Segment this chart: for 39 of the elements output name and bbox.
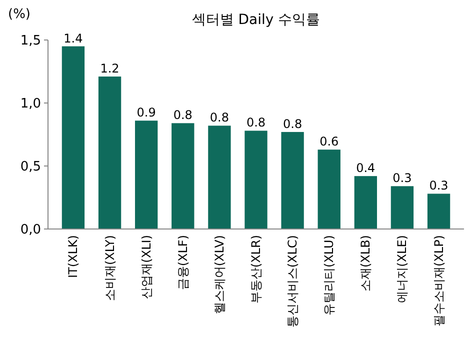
bar <box>172 123 194 229</box>
y-tick-label: 1,5 <box>20 34 41 49</box>
data-label: 0.3 <box>429 178 448 193</box>
data-label: 0.8 <box>210 110 229 125</box>
x-tick-label: 필수소비재(XLP) <box>432 235 446 327</box>
x-tick-label: 에너지(XLE) <box>395 235 410 303</box>
data-label: 0.8 <box>246 116 266 130</box>
y-axis-title: (%) <box>8 7 30 22</box>
y-tick-label: 1,0 <box>20 96 41 112</box>
bar <box>98 76 122 229</box>
y-tick-label: 0,5 <box>20 160 41 175</box>
x-tick-label: 금융(XLF) <box>176 235 190 290</box>
x-tick-label: 소비재(XLY) <box>102 235 117 302</box>
x-tick-label: 산업재(XLI) <box>139 235 154 299</box>
x-tick-label: 부동산(XLR) <box>249 235 263 304</box>
data-label: 1.4 <box>64 31 83 46</box>
data-label: 0.4 <box>356 161 376 176</box>
bar <box>281 132 304 229</box>
x-tick-label: IT(XLK) <box>66 235 80 278</box>
chart-title: 섹터별 Daily 수익률 <box>192 12 320 28</box>
bar <box>208 126 231 229</box>
bar <box>354 176 377 229</box>
x-tick-label: 소재(XLB) <box>358 235 373 292</box>
data-label: 0.8 <box>173 108 192 122</box>
data-label: 1.2 <box>100 62 120 76</box>
bar <box>318 150 340 229</box>
data-label: 0.3 <box>392 171 412 186</box>
bar <box>427 194 450 229</box>
x-tick-label: 통신서비스(XLC) <box>286 235 300 328</box>
x-tick-label: 유틸리티(XLU) <box>322 235 336 316</box>
bar <box>135 120 158 229</box>
data-label: 0.8 <box>283 116 302 131</box>
bar <box>390 186 414 229</box>
data-label: 0.6 <box>320 134 339 149</box>
bar <box>62 46 85 229</box>
y-tick-label: 0,0 <box>20 222 41 238</box>
data-label: 0.9 <box>136 106 156 120</box>
x-tick-label: 헬스케어(XLV) <box>212 235 226 314</box>
bar <box>244 130 268 229</box>
